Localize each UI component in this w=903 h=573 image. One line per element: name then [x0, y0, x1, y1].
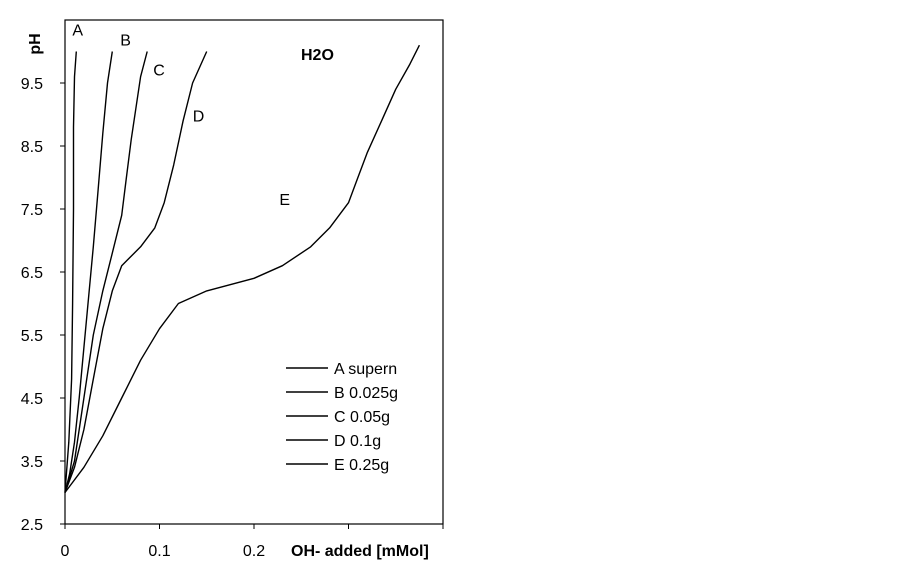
y-tick-label: 6.5	[21, 265, 43, 282]
series-line-a	[64, 51, 77, 493]
curve-label-e: E	[279, 192, 290, 209]
legend-entry: B 0.025g	[334, 385, 398, 402]
x-tick-label: 0	[61, 543, 70, 560]
curve-label-a: A	[72, 23, 83, 40]
series-line-c	[64, 51, 148, 493]
y-tick-label: 5.5	[21, 328, 43, 345]
y-tick-label: 9.5	[21, 76, 43, 93]
x-tick-label: 0.2	[243, 543, 265, 560]
y-tick-label: 3.5	[21, 454, 43, 471]
chart-title: H2O	[301, 47, 334, 64]
legend-entry: D 0.1g	[334, 433, 381, 450]
curve-label-d: D	[193, 109, 205, 126]
legend: A supern B 0.025g C 0.05g D 0.1g E 0.25g	[286, 361, 398, 474]
curve-label-b: B	[120, 33, 131, 50]
y-axis-ticks: 2.5 3.5 4.5 5.5 6.5 7.5 8.5 9.5	[21, 76, 65, 534]
y-tick-label: 4.5	[21, 391, 43, 408]
legend-entry: A supern	[334, 361, 397, 378]
x-tick-label: 0.1	[148, 543, 170, 560]
series-line-b	[64, 51, 113, 493]
x-axis-ticks: 0 0.1 0.2	[61, 524, 444, 560]
y-tick-label: 8.5	[21, 139, 43, 156]
legend-entry: E 0.25g	[334, 457, 389, 474]
curve-labels: A B C D E	[72, 23, 290, 210]
curve-label-c: C	[153, 63, 165, 80]
legend-entry: C 0.05g	[334, 409, 390, 426]
x-axis-title: OH- added [mMol]	[291, 543, 429, 560]
y-tick-label: 7.5	[21, 202, 43, 219]
series-line-d	[64, 51, 208, 493]
series-line-e	[64, 44, 421, 493]
y-tick-label: 2.5	[21, 517, 43, 534]
series-lines	[64, 44, 421, 493]
plot-frame	[64, 19, 444, 525]
axes	[64, 19, 444, 525]
y-axis-title: pH	[27, 33, 44, 54]
